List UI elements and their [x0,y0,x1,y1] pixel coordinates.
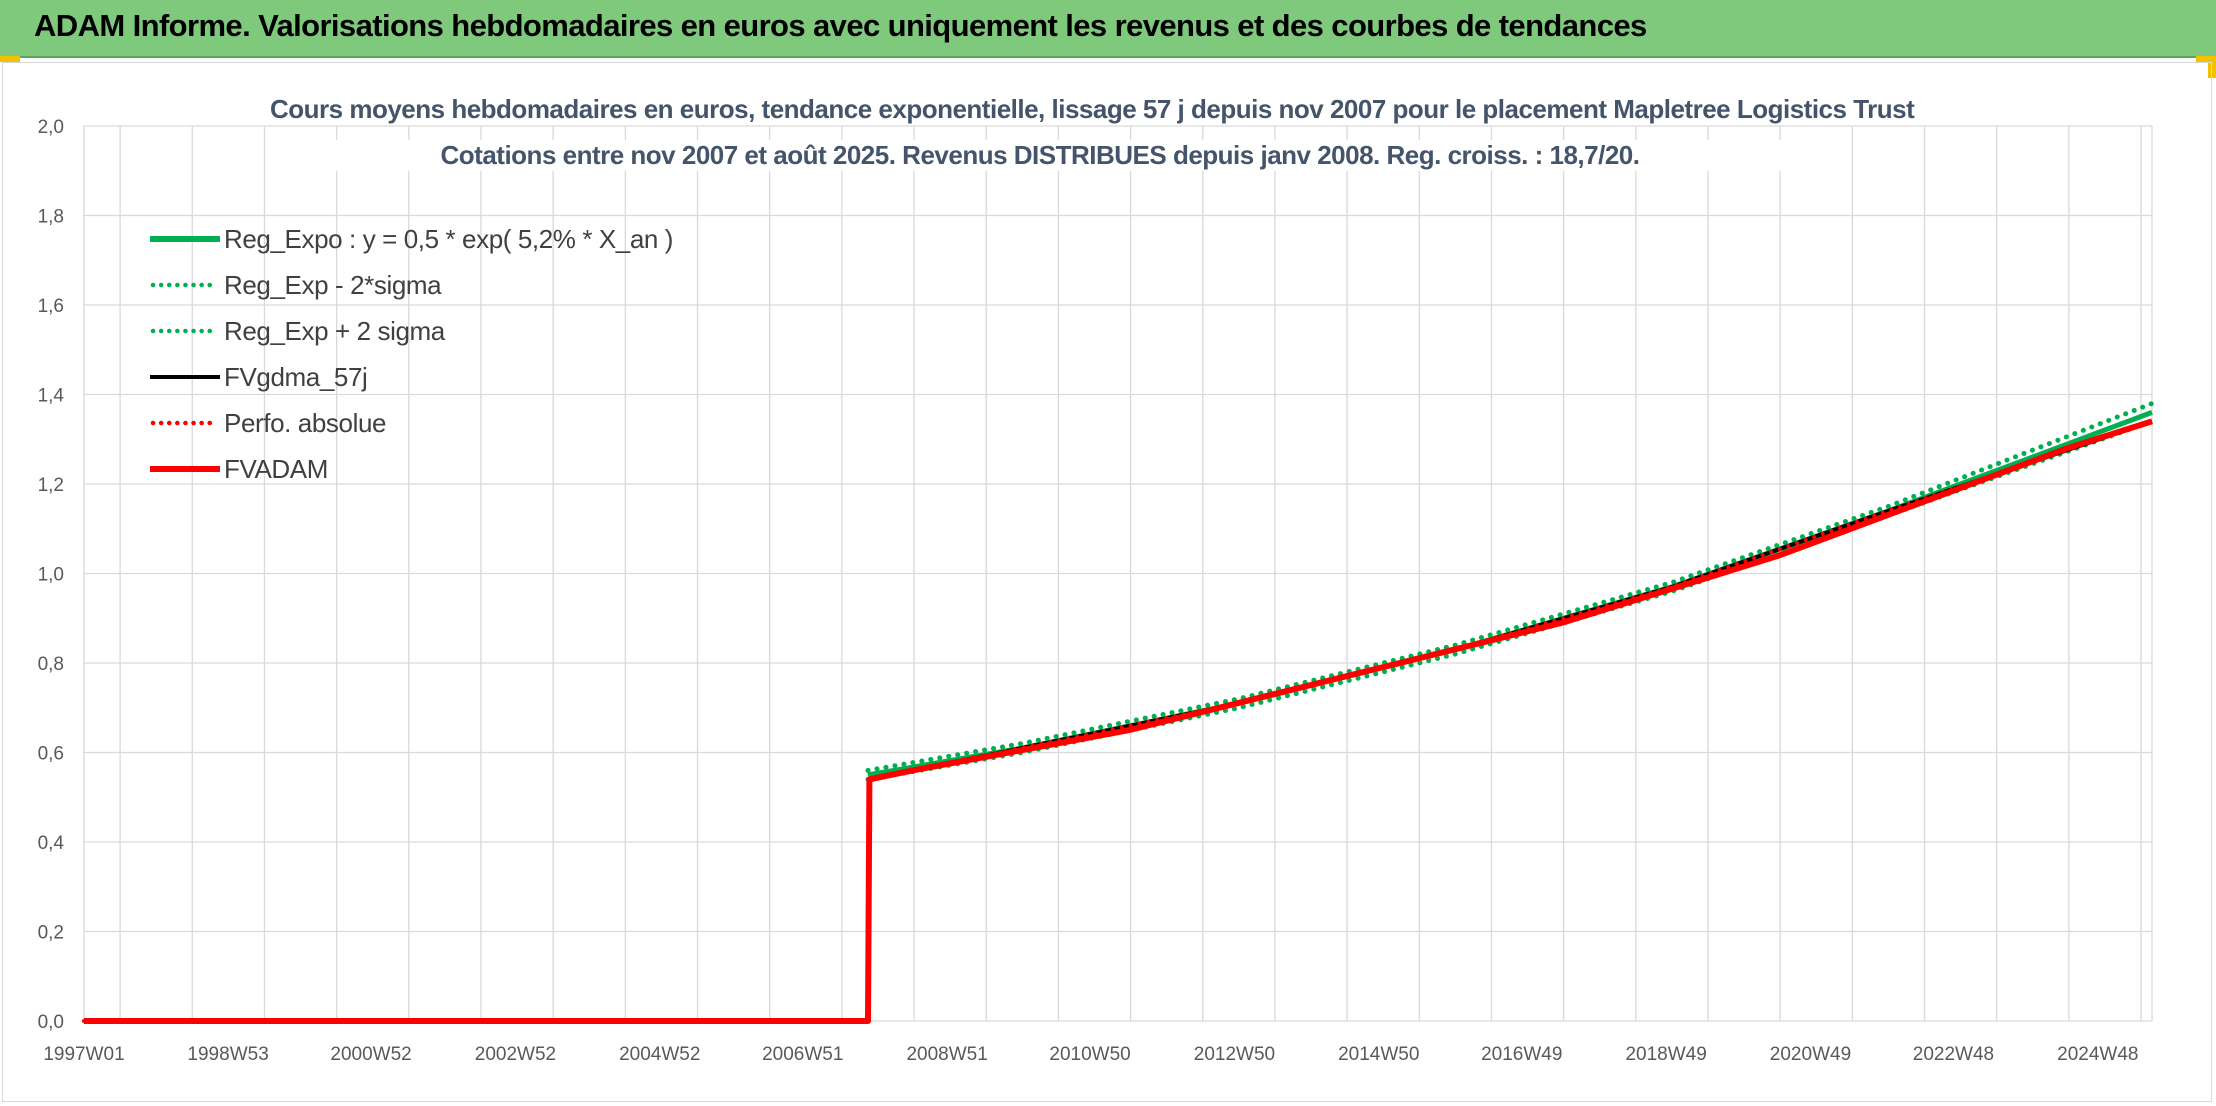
x-tick-label: 2002W52 [475,1044,556,1065]
series-lines [82,401,2155,1024]
legend-swatch [150,375,220,379]
y-tick-label: 0,0 [38,1012,64,1033]
y-tick-label: 0,4 [38,833,65,854]
y-tick-label: 2,0 [38,117,64,138]
legend-label: FVADAM [224,453,329,484]
legend-label: Reg_Exp - 2*sigma [224,269,442,300]
x-tick-label: 2016W49 [1481,1044,1562,1065]
legend-item: Reg_Expo : y = 0,5 * exp( 5,2% * X_an ) [150,216,673,262]
x-tick-label: 1997W01 [43,1044,124,1065]
legend-item: Reg_Exp - 2*sigma [150,262,673,308]
x-tick-label: 2012W50 [1194,1044,1275,1065]
legend-swatch [150,420,220,426]
legend-label: FVgdma_57j [224,361,368,392]
corner-marker-right-edge [2208,56,2216,78]
legend-label: Reg_Exp + 2 sigma [224,315,445,346]
x-tick-label: 1998W53 [187,1044,268,1065]
chart-title-line-1: Cours moyens hebdomadaires en euros, ten… [270,94,1915,125]
x-tick-label: 2024W48 [2057,1044,2138,1065]
y-tick-label: 1,2 [38,475,64,496]
y-axis-ticks: 0,0 0,2 0,4 0,6 0,8 1,0 1,2 1,4 1,6 1,8 2,0 [38,117,65,1033]
x-tick-label: 2010W50 [1049,1044,1130,1065]
x-tick-label: 2006W51 [762,1044,843,1065]
y-tick-label: 0,6 [38,744,64,765]
chart-frame [2,62,2212,1102]
y-tick-label: 1,8 [38,207,64,228]
report-title: ADAM Informe. Valorisations hebdomadaire… [34,8,1647,43]
chart-legend: Reg_Expo : y = 0,5 * exp( 5,2% * X_an ) R… [150,216,673,492]
x-tick-label: 2022W48 [1913,1044,1994,1065]
legend-item: Reg_Exp + 2 sigma [150,308,673,354]
corner-marker-left [0,56,20,62]
y-tick-label: 1,6 [38,296,64,317]
legend-label: Perfo. absolue [224,407,387,438]
x-tick-label: 2000W52 [330,1044,411,1065]
chart-title-line-2: Cotations entre nov 2007 et août 2025. R… [270,140,1810,171]
x-tick-label: 2018W49 [1625,1044,1706,1065]
legend-swatch [150,328,220,334]
report-banner: ADAM Informe. Valorisations hebdomadaire… [0,0,2216,58]
x-tick-label: 2014W50 [1338,1044,1419,1065]
y-tick-label: 1,0 [38,565,64,586]
series-line-3 [865,401,2155,773]
series-line-6 [84,418,2153,1024]
x-tick-label: 2008W51 [906,1044,987,1065]
legend-swatch [150,236,220,242]
grid-lines [83,125,2153,1022]
legend-swatch [150,282,220,288]
x-tick-label: 2004W52 [619,1044,700,1065]
series-line-1 [867,410,2153,778]
y-tick-label: 0,2 [38,923,64,944]
y-tick-label: 0,8 [38,654,64,675]
corner-marker-right [2196,56,2216,62]
y-tick-label: 1,4 [38,386,65,407]
legend-item: FVgdma_57j [150,354,673,400]
legend-swatch [150,466,220,472]
x-tick-label: 2020W49 [1770,1044,1851,1065]
legend-item: Perfo. absolue [150,400,673,446]
x-axis-ticks: 1997W01 1998W53 2000W52 2002W52 2004W52 2006W… [43,1044,2138,1065]
legend-label: Reg_Expo : y = 0,5 * exp( 5,2% * X_an ) [224,223,674,254]
legend-item: FVADAM [150,446,673,492]
series-line-2 [865,418,2155,782]
